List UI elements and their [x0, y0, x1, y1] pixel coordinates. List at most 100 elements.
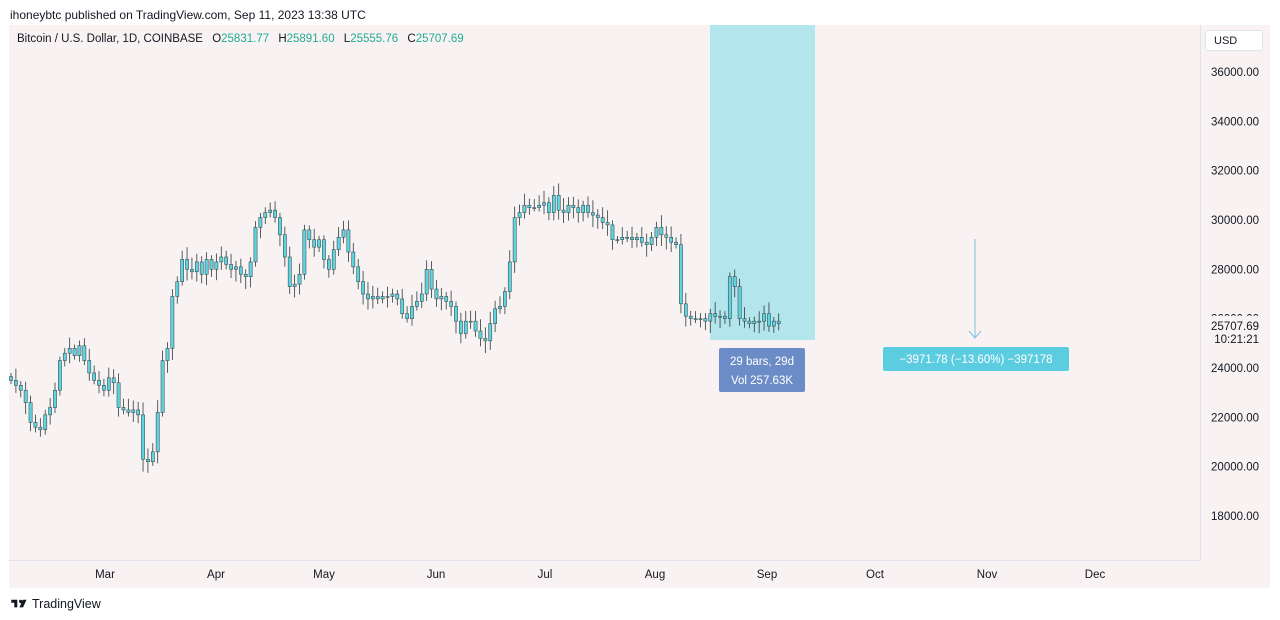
x-tick-label: Apr: [207, 569, 225, 581]
x-tick-label: Jun: [427, 569, 446, 581]
measure-label: −3971.78 (−13.60%) −397178: [899, 354, 1052, 366]
candle-body: [503, 291, 507, 307]
candle-body: [336, 237, 341, 250]
candle-body: [126, 409, 131, 413]
candle-body: [278, 217, 282, 236]
candle-body: [615, 239, 620, 241]
candle-body: [586, 204, 590, 213]
publish-header: ihoneybtc published on TradingView.com, …: [10, 8, 366, 22]
candle-body: [18, 385, 23, 391]
candle-body: [473, 320, 478, 332]
candle-body: [591, 212, 595, 216]
candle-body: [175, 281, 180, 297]
candle-body: [38, 426, 43, 430]
bar-countdown-label: 10:21:21: [1214, 334, 1259, 346]
candle-body: [287, 256, 292, 287]
candle-body: [522, 204, 527, 213]
candle-body: [238, 266, 243, 275]
candle-body: [419, 293, 424, 302]
candle-body: [556, 195, 561, 211]
candle-body: [302, 229, 307, 275]
candle-body: [77, 345, 82, 356]
chart-panel[interactable]: 29 bars, 29d Vol 257.63K −3971.78 (−13.60%…: [9, 25, 1270, 588]
open-value: 25831.77: [221, 33, 270, 45]
low-label: L: [343, 33, 351, 45]
candle-body: [82, 345, 87, 361]
candle-body: [253, 227, 258, 263]
tradingview-logo[interactable]: TradingView: [10, 597, 101, 611]
candle-body: [742, 318, 747, 322]
candle-body: [136, 409, 140, 416]
candle-body: [605, 222, 610, 226]
candle-body: [400, 298, 405, 314]
price-label-bg: [1202, 315, 1268, 346]
x-tick-label: Sep: [757, 569, 777, 581]
measure-arrow-head: [968, 330, 982, 339]
candle-body: [160, 360, 165, 413]
candle-body: [204, 259, 209, 275]
candle-body: [28, 402, 33, 423]
candle-body: [346, 229, 351, 253]
candle-body: [415, 301, 419, 307]
candle-body: [185, 259, 189, 270]
candle-body: [258, 217, 263, 228]
candle-body: [708, 313, 713, 322]
candle-body: [351, 251, 356, 268]
x-tick-label: Jul: [538, 569, 553, 581]
candle-body: [551, 195, 556, 213]
date-range-highlight[interactable]: [710, 25, 815, 340]
candle-body: [307, 229, 312, 240]
candlestick-chart[interactable]: 29 bars, 29d Vol 257.63K −3971.78 (−13.60%…: [9, 25, 1270, 588]
candle-body: [507, 261, 512, 292]
candle-body: [644, 241, 649, 245]
candle-body: [234, 266, 238, 270]
candle-body: [33, 422, 38, 428]
candle-body: [625, 237, 629, 239]
candle-body: [698, 318, 703, 320]
candle-body: [366, 293, 370, 300]
candle-body: [410, 306, 414, 319]
candle-body: [67, 348, 72, 354]
candle-body: [282, 234, 287, 258]
candle-body: [620, 237, 625, 240]
candle-body: [566, 204, 571, 213]
candle-body: [723, 315, 727, 319]
candle-body: [14, 380, 18, 386]
candle-body: [444, 296, 449, 302]
candle-body: [361, 281, 365, 295]
candle-body: [542, 202, 546, 206]
candle-body: [341, 229, 346, 238]
candle-body: [595, 214, 600, 218]
candle-body: [771, 320, 776, 327]
candle-body: [375, 296, 380, 300]
candle-body: [121, 407, 126, 411]
range-bars-label: 29 bars, 29d: [730, 356, 794, 368]
candle-body: [194, 261, 199, 273]
candle-body: [718, 315, 722, 318]
candle-body: [512, 217, 517, 263]
candle-body: [331, 249, 336, 270]
candle-body: [146, 459, 150, 462]
y-tick-label: 22000.00: [1211, 412, 1259, 424]
plot-area[interactable]: [9, 25, 1201, 561]
candle-body: [170, 296, 175, 349]
candle-body: [273, 209, 277, 218]
candle-body: [385, 296, 390, 298]
candle-body: [224, 256, 229, 265]
currency-selector[interactable]: USD: [1205, 30, 1263, 51]
candle-body: [693, 318, 698, 320]
candle-body: [727, 276, 732, 319]
candle-body: [669, 237, 673, 243]
candle-body: [180, 259, 185, 282]
open-label: O: [212, 33, 222, 45]
candle-body: [165, 348, 170, 361]
current-price-label: 25707.69: [1211, 321, 1259, 333]
candle-body: [571, 204, 576, 208]
candle-body: [248, 261, 253, 277]
y-tick-label: 18000.00: [1211, 511, 1259, 523]
candle-body: [737, 286, 742, 319]
candle-body: [493, 308, 497, 324]
measure-label-box: [883, 347, 1069, 371]
candle-body: [9, 376, 13, 381]
candle-body: [150, 451, 155, 462]
